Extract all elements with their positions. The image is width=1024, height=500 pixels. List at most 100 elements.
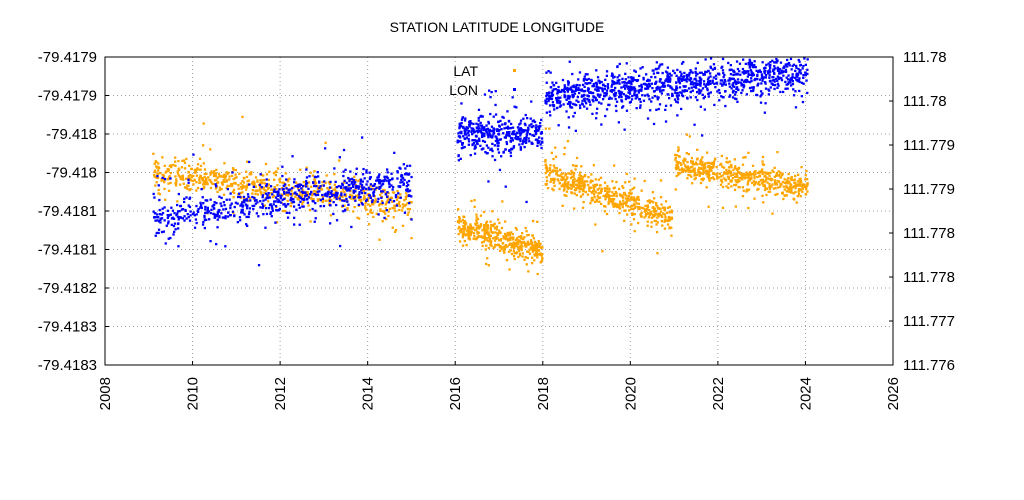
data-point — [156, 175, 159, 178]
data-point — [519, 139, 522, 143]
plot-background — [105, 57, 893, 365]
data-point — [621, 77, 624, 80]
data-point — [570, 187, 573, 190]
data-point — [193, 226, 197, 229]
data-point — [758, 78, 762, 81]
data-point — [665, 79, 669, 82]
data-point — [574, 164, 577, 168]
data-point — [187, 216, 190, 219]
data-point — [489, 134, 492, 137]
data-point — [798, 60, 801, 63]
data-point — [742, 72, 746, 75]
data-point — [730, 166, 733, 169]
data-point — [796, 183, 799, 186]
data-point — [725, 157, 728, 160]
data-point — [288, 188, 292, 191]
data-point — [747, 63, 750, 66]
data-point — [671, 94, 674, 98]
data-point — [354, 178, 357, 182]
data-point — [467, 143, 470, 146]
data-point — [246, 160, 249, 163]
data-point — [388, 207, 391, 210]
data-point — [165, 224, 168, 227]
data-point — [346, 208, 349, 211]
data-point — [176, 203, 179, 207]
data-point — [597, 101, 601, 104]
data-point — [778, 70, 781, 73]
data-point — [688, 167, 691, 170]
data-point — [484, 248, 487, 251]
data-point — [752, 73, 755, 77]
x-tick-label: 2016 — [447, 377, 464, 410]
data-point — [324, 194, 327, 197]
data-point — [504, 244, 508, 247]
data-point — [251, 192, 254, 195]
data-point — [723, 73, 726, 77]
data-point — [668, 97, 671, 100]
data-point — [329, 195, 332, 199]
data-point — [460, 130, 463, 133]
data-point — [177, 218, 180, 221]
data-point — [366, 180, 369, 183]
data-point — [488, 131, 491, 135]
data-point — [281, 181, 284, 184]
data-point — [240, 187, 243, 191]
data-point — [344, 194, 347, 197]
data-point — [618, 92, 621, 95]
data-point — [526, 131, 529, 135]
data-point — [221, 216, 224, 219]
data-point — [216, 218, 219, 221]
data-point — [160, 213, 163, 216]
data-point — [744, 78, 748, 82]
data-point — [520, 241, 523, 244]
data-point — [749, 63, 752, 66]
data-point — [333, 173, 336, 176]
data-point — [741, 163, 745, 166]
data-point — [153, 170, 156, 173]
data-point — [633, 90, 636, 93]
data-point — [473, 234, 476, 238]
data-point — [792, 88, 795, 91]
data-point — [659, 179, 663, 182]
data-point — [343, 190, 346, 194]
data-point — [214, 175, 218, 178]
data-point — [733, 172, 736, 175]
data-point — [496, 237, 499, 240]
data-point — [525, 135, 528, 138]
data-point — [643, 216, 646, 219]
data-point — [636, 96, 639, 99]
data-point — [726, 171, 729, 174]
data-point — [478, 139, 481, 142]
data-point — [234, 173, 237, 176]
data-point — [641, 66, 644, 69]
data-point — [698, 92, 701, 95]
data-point — [185, 196, 188, 199]
data-point — [562, 172, 565, 175]
data-point — [803, 185, 807, 189]
data-point — [805, 188, 808, 191]
data-point — [553, 108, 556, 111]
data-point — [770, 179, 773, 182]
data-point — [625, 62, 628, 65]
data-point — [538, 136, 541, 139]
data-point — [298, 185, 301, 188]
data-point — [563, 96, 566, 99]
data-point — [778, 76, 781, 79]
data-point — [504, 236, 507, 239]
data-point — [785, 83, 788, 86]
data-point — [481, 139, 485, 143]
data-point — [186, 184, 189, 187]
data-point — [388, 179, 392, 182]
data-point — [457, 154, 460, 157]
data-point — [745, 70, 748, 73]
data-point — [376, 179, 379, 182]
data-point — [502, 116, 505, 119]
data-point — [233, 191, 236, 195]
data-point — [212, 204, 215, 207]
data-point — [377, 180, 381, 183]
data-point — [406, 207, 410, 211]
data-point — [497, 243, 500, 246]
data-point — [174, 175, 177, 178]
data-point — [358, 193, 361, 196]
data-point — [555, 106, 559, 110]
